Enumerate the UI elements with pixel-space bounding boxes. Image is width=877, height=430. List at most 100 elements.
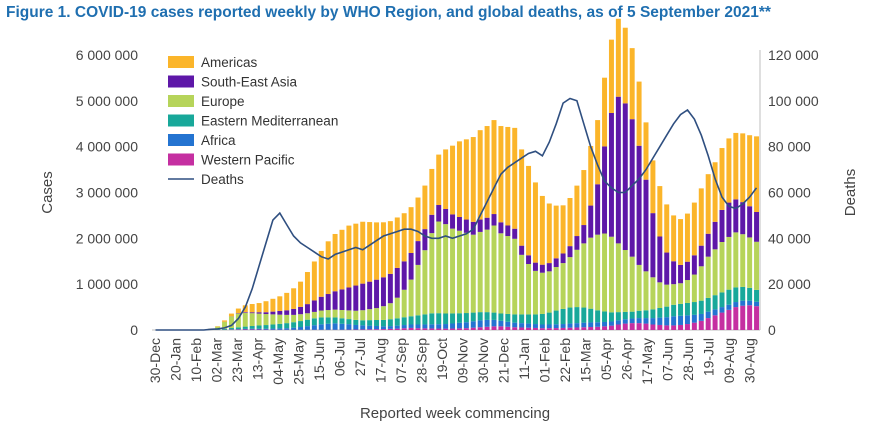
bar-segment [291,288,297,309]
bar-segment [664,325,670,330]
bar-segment [622,319,628,324]
y-axis-title: Cases [39,171,56,214]
bar-segment [532,327,538,330]
bar-segment [740,133,746,203]
bar-segment [712,315,718,330]
bar-segment [602,233,608,312]
bar-segment [505,225,511,237]
bar-segment [643,323,649,330]
bar-segment [719,242,725,293]
bar-segment [339,289,345,311]
bar-segment [284,314,290,324]
bar-segment [726,138,732,203]
x-tick-label: 22-Feb [557,338,573,383]
y2-tick-label: 0 [768,322,776,338]
bar-segment [484,229,490,313]
bar-segment [526,264,532,315]
bar-segment [581,243,587,308]
bar-segment [636,264,642,311]
bar-segment [256,312,262,314]
x-tick-label: 09-Aug [721,338,737,383]
bar-segment [622,323,628,330]
bar-segment [650,277,656,310]
bar-segment [754,136,760,212]
bar-segment [353,223,359,286]
bar-segment [595,120,601,185]
y-tick-label: 3 000 000 [76,185,138,201]
bar-segment [539,195,545,265]
bar-segment [754,211,760,242]
y-tick-label: 0 [130,322,138,338]
bar-segment [526,314,532,324]
bar-segment [622,311,628,320]
bar-segment [567,327,573,330]
bar-segment [491,225,497,313]
bar-segment [353,324,359,330]
bar-segment [456,216,462,231]
bar-segment [249,304,255,313]
bar-segment [560,324,566,328]
bar-segment [380,306,386,320]
bar-segment [553,328,559,330]
bar-segment [443,209,449,225]
bar-segment [263,301,269,313]
x-tick-label: 06-Jul [332,338,348,376]
bar-segment [622,103,628,251]
bar-segment [367,222,373,282]
bar-segment [394,217,400,268]
bar-segment [567,323,573,328]
bar-segment [657,282,663,308]
x-tick-label: 28-Sep [414,338,430,383]
bar-segment [304,319,310,327]
bar-segment [325,317,331,324]
bar-segment [664,204,670,253]
bar-segment [249,312,255,314]
bar-segment [374,325,380,330]
bar-segment [747,135,753,207]
bar-segment [380,277,386,307]
bar-segment [712,249,718,296]
bar-segment [581,170,587,226]
bar-segment [249,326,255,329]
bar-segment [332,233,338,292]
legend-label: South-East Asia [201,75,298,90]
legend-swatch [168,153,194,166]
bar-segment [422,328,428,330]
bar-segment [235,327,241,330]
bar-segment [298,281,304,307]
bar-segment [643,179,649,272]
x-tick-label: 15-Mar [578,338,594,383]
y2-tick-label: 20 000 [768,276,811,292]
bar-segment [512,228,518,239]
bar-segment [691,202,697,256]
bar-segment [629,323,635,330]
bar-segment [422,250,428,315]
bar-segment [277,310,283,315]
bar-segment [650,318,656,325]
bar-segment [339,323,345,330]
bar-segment [367,309,373,321]
bar-segment [491,326,497,330]
bar-segment [657,324,663,330]
bar-segment [270,311,276,315]
bar-segment [270,298,276,312]
bar-segment [519,323,525,328]
bar-segment [664,317,670,326]
bar-segment [228,313,234,317]
bar-segment [353,319,359,325]
y2-tick-label: 120 000 [768,47,819,63]
bar-segment [532,324,538,328]
bar-segment [595,184,601,235]
bar-segment [291,308,297,315]
bar-segment [698,320,704,330]
bar-segment [470,234,476,313]
bar-segment [304,326,310,330]
bar-segment [546,203,552,264]
bar-segment [222,328,228,330]
bar-segment [519,254,525,315]
bar-segment [546,328,552,330]
bar-segment [608,236,614,313]
bar-segment [684,302,690,316]
bar-segment [657,186,663,237]
x-tick-label: 07-Jun [660,338,676,381]
